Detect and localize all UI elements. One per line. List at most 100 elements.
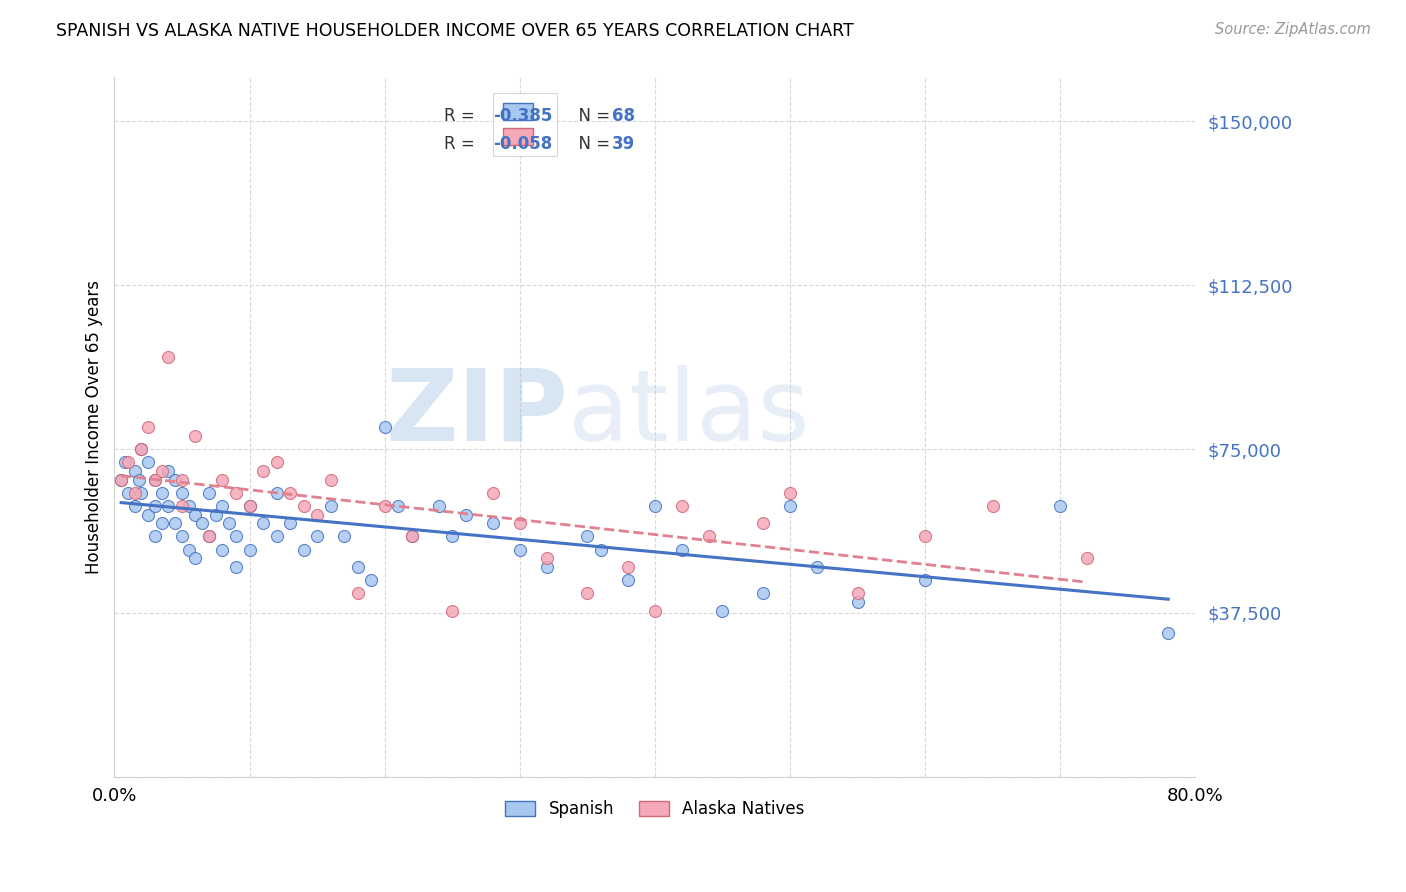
Text: -0.058: -0.058 [492, 135, 553, 153]
Point [211, 499, 233, 513]
Point [184, 508, 207, 522]
Point [536, 560, 558, 574]
Point [157, 350, 180, 364]
Point [136, 455, 159, 469]
Point [131, 442, 153, 456]
Point [454, 508, 477, 522]
Point [576, 529, 599, 543]
Point [914, 573, 936, 587]
Point [292, 499, 315, 513]
Point [150, 485, 173, 500]
Point [131, 485, 153, 500]
Text: atlas: atlas [568, 365, 810, 462]
Point [198, 529, 221, 543]
Point [177, 542, 200, 557]
Point [110, 473, 132, 487]
Point [211, 473, 233, 487]
Text: R =: R = [444, 107, 479, 125]
Point [117, 455, 139, 469]
Point [671, 542, 693, 557]
Point [165, 516, 187, 531]
Point [198, 485, 221, 500]
Point [374, 499, 396, 513]
Point [143, 499, 166, 513]
Point [374, 420, 396, 434]
Point [191, 516, 214, 531]
Point [617, 560, 640, 574]
Point [128, 473, 150, 487]
Point [238, 499, 260, 513]
Point [124, 464, 146, 478]
Text: N =: N = [568, 107, 616, 125]
Point [131, 442, 153, 456]
Text: SPANISH VS ALASKA NATIVE HOUSEHOLDER INCOME OVER 65 YEARS CORRELATION CHART: SPANISH VS ALASKA NATIVE HOUSEHOLDER INC… [56, 22, 853, 40]
Point [576, 586, 599, 600]
Point [981, 499, 1004, 513]
Point [644, 499, 666, 513]
Point [427, 499, 450, 513]
Point [319, 499, 342, 513]
Point [671, 499, 693, 513]
Point [238, 542, 260, 557]
Point [278, 485, 301, 500]
Point [779, 499, 801, 513]
Point [184, 551, 207, 566]
Legend: Spanish, Alaska Natives: Spanish, Alaska Natives [498, 793, 811, 824]
Point [266, 529, 288, 543]
Point [536, 551, 558, 566]
Point [509, 516, 531, 531]
Point [481, 485, 503, 500]
Point [441, 529, 464, 543]
Point [143, 529, 166, 543]
Point [177, 499, 200, 513]
Point [225, 560, 247, 574]
Point [114, 455, 136, 469]
Point [846, 586, 869, 600]
Point [806, 560, 828, 574]
Point [401, 529, 423, 543]
Point [752, 586, 775, 600]
Point [779, 485, 801, 500]
Point [157, 499, 180, 513]
Point [319, 473, 342, 487]
Point [711, 604, 734, 618]
Point [481, 516, 503, 531]
Point [211, 542, 233, 557]
Point [617, 573, 640, 587]
Point [307, 529, 329, 543]
Point [218, 516, 240, 531]
Point [266, 485, 288, 500]
Text: -0.385: -0.385 [492, 107, 553, 125]
Point [165, 473, 187, 487]
Text: ZIP: ZIP [385, 365, 568, 462]
Point [387, 499, 409, 513]
Point [124, 499, 146, 513]
Point [225, 529, 247, 543]
Point [170, 473, 193, 487]
Point [346, 586, 368, 600]
Point [150, 464, 173, 478]
Point [184, 429, 207, 443]
Point [225, 485, 247, 500]
Text: R =: R = [444, 135, 479, 153]
Point [198, 529, 221, 543]
Point [143, 473, 166, 487]
Point [914, 529, 936, 543]
Point [117, 485, 139, 500]
Point [252, 464, 274, 478]
Point [252, 516, 274, 531]
Point [1157, 625, 1180, 640]
Point [1049, 499, 1071, 513]
Point [752, 516, 775, 531]
Point [292, 542, 315, 557]
Point [170, 485, 193, 500]
Point [143, 473, 166, 487]
Point [644, 604, 666, 618]
Point [307, 508, 329, 522]
Y-axis label: Householder Income Over 65 years: Householder Income Over 65 years [86, 280, 103, 574]
Point [509, 542, 531, 557]
Point [333, 529, 356, 543]
Text: 39: 39 [612, 135, 636, 153]
Point [360, 573, 382, 587]
Point [170, 529, 193, 543]
